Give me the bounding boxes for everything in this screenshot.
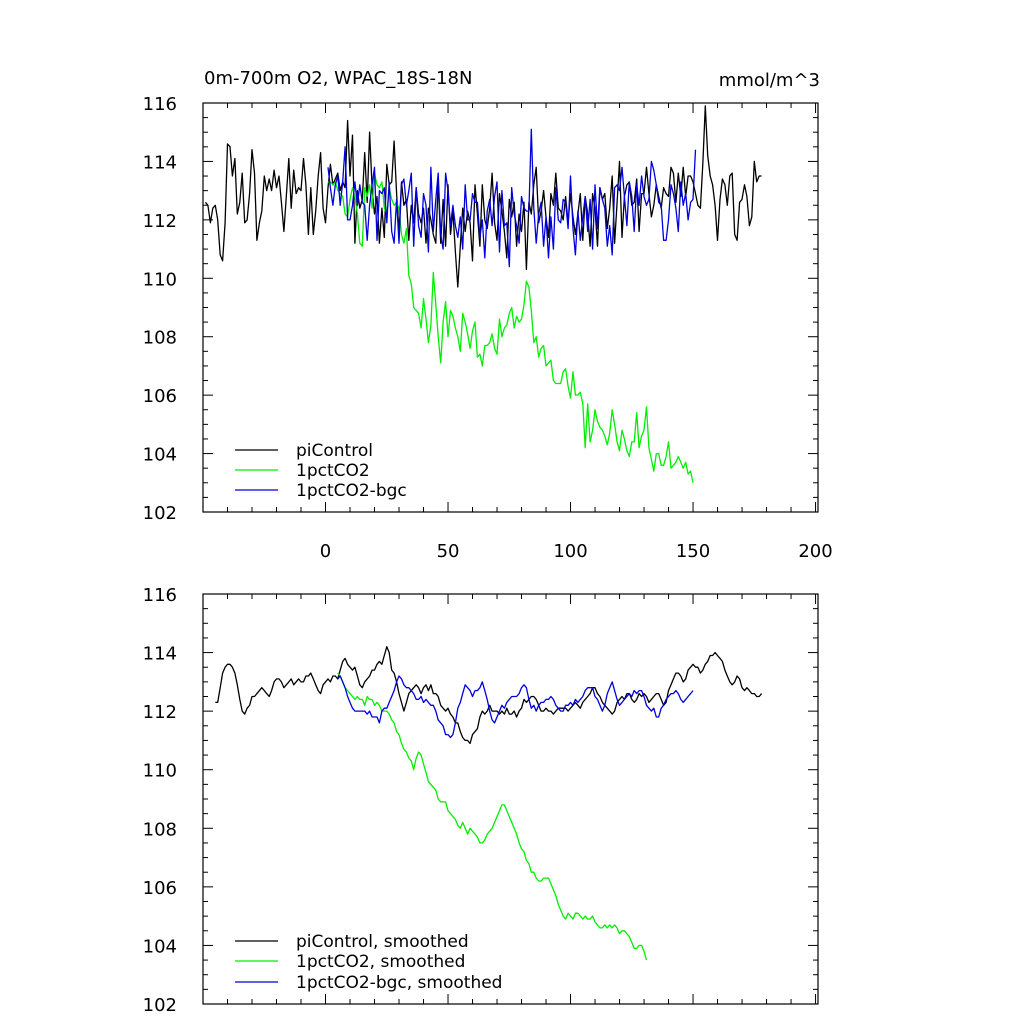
series-line-1pctco2-bgc-smoothed: [337, 675, 694, 739]
y-tick-label: 110: [143, 269, 177, 290]
legend-label-1pctco2-smoothed: 1pctCO2, smoothed: [296, 952, 465, 972]
y-tick-label: 104: [143, 445, 177, 466]
legend-label-1pctco2-bgc-smoothed: 1pctCO2-bgc, smoothed: [296, 973, 502, 993]
top-series-lines: [204, 105, 762, 483]
series-line-1pctco2-smoothed: [337, 672, 648, 961]
y-tick-label: 112: [143, 211, 177, 232]
y-tick-label: 106: [143, 878, 177, 899]
top-panel: 102 104 106 108 110 112 114 116 0 50 100 150 200 0m-…: [143, 68, 833, 562]
bottom-legend: piControl, smoothed 1pctCO2, smoothed 1p…: [235, 932, 502, 993]
legend-label-1pctco2: 1pctCO2: [296, 461, 370, 481]
bottom-series-lines: [215, 646, 763, 961]
y-tick-label: 116: [143, 94, 177, 115]
bottom-panel: 102 104 106 108 110 112 114 116 piControl, smoo…: [143, 585, 819, 1016]
y-tick-label: 110: [143, 761, 177, 782]
legend-label-picontrol-smoothed: piControl, smoothed: [296, 932, 469, 952]
series-line-picontrol: [204, 105, 762, 288]
y-tick-label: 102: [143, 995, 177, 1016]
y-tick-label: 116: [143, 585, 177, 606]
x-tick-label: 150: [676, 541, 710, 562]
y-tick-label: 114: [143, 644, 177, 665]
legend-label-picontrol: piControl: [296, 441, 373, 461]
x-tick-label: 100: [553, 541, 587, 562]
y-tick-label: 114: [143, 152, 177, 173]
x-tick-label: 0: [320, 541, 331, 562]
x-tick-label: 200: [798, 541, 832, 562]
y-tick-label: 108: [143, 819, 177, 840]
x-tick-label: 50: [437, 541, 460, 562]
top-axis-ticks: 102 104 106 108 110 112 114 116 0 50 100 150 200: [143, 94, 833, 562]
series-line-1pctco2-bgc: [327, 128, 697, 268]
y-tick-label: 106: [143, 386, 177, 407]
top-units-label: mmol/m^3: [719, 70, 820, 91]
legend-label-1pctco2-bgc: 1pctCO2-bgc: [296, 481, 407, 501]
top-legend: piControl 1pctCO2 1pctCO2-bgc: [235, 441, 407, 501]
top-chart-title: 0m-700m O2, WPAC_18S-18N: [204, 68, 472, 89]
y-tick-label: 104: [143, 936, 177, 957]
bottom-axis-ticks: 102 104 106 108 110 112 114 116: [143, 585, 818, 1016]
y-tick-label: 102: [143, 503, 177, 524]
y-tick-label: 112: [143, 702, 177, 723]
series-line-picontrol-smoothed: [215, 646, 763, 745]
y-tick-label: 108: [143, 328, 177, 349]
